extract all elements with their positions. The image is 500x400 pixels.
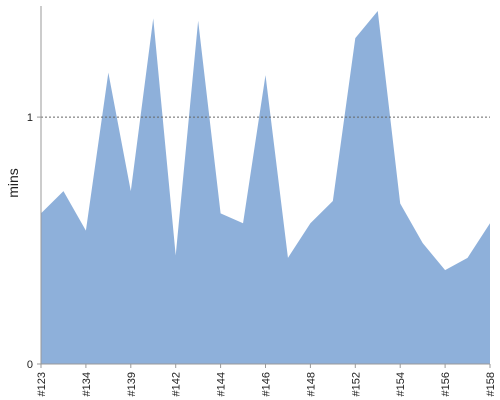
y-tick-label: 1 bbox=[27, 112, 33, 124]
x-tick-label: #148 bbox=[305, 372, 317, 396]
x-tick-label: #146 bbox=[261, 372, 273, 396]
x-tick-label: #123 bbox=[36, 372, 48, 396]
x-tick-label: #158 bbox=[485, 372, 497, 396]
y-axis-title: mins bbox=[5, 168, 21, 198]
series-area bbox=[41, 10, 490, 364]
x-tick-labels: #123 #134 #139 #142 #144 #146 #148 #152 #154 #156… bbox=[36, 364, 497, 396]
x-tick-label: #134 bbox=[81, 372, 93, 396]
x-tick-label: #156 bbox=[440, 372, 452, 396]
y-tick-labels: 01 bbox=[27, 112, 41, 371]
area-layer bbox=[41, 10, 490, 364]
x-tick-label: #142 bbox=[171, 372, 183, 396]
x-tick-label: #152 bbox=[350, 372, 362, 396]
x-tick-label: #139 bbox=[126, 372, 138, 396]
x-tick-label: #154 bbox=[395, 372, 407, 396]
y-tick-label: 0 bbox=[27, 359, 33, 371]
x-tick-label: #144 bbox=[216, 372, 228, 396]
